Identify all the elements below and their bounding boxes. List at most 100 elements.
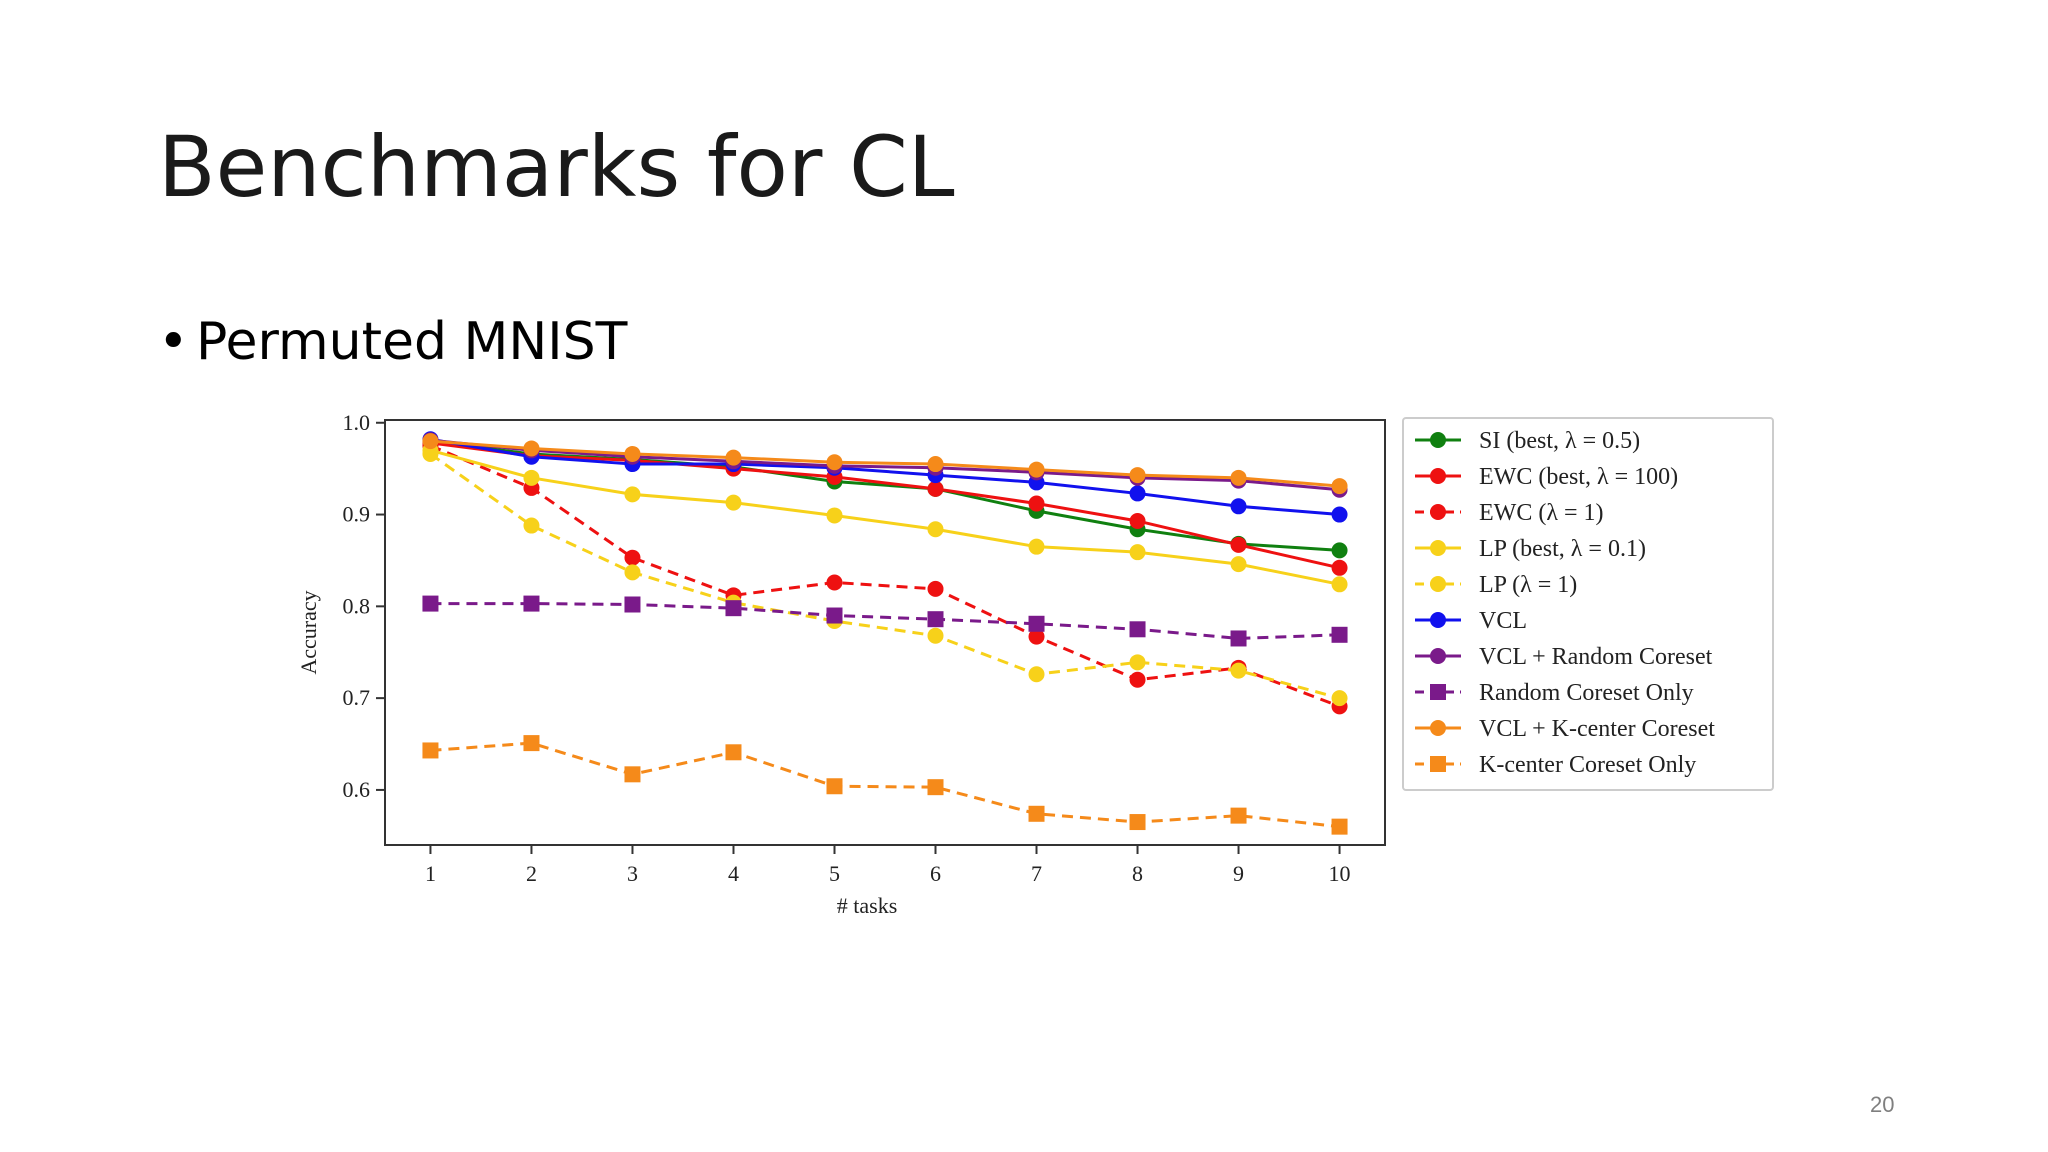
x-tick-label: 1 <box>425 861 436 886</box>
legend-entry: LP (λ = 1) <box>1415 572 1577 598</box>
y-tick-label: 1.0 <box>343 410 371 435</box>
data-point <box>826 574 843 591</box>
legend-entry: LP (best, λ = 0.1) <box>1415 536 1646 562</box>
y-tick-label: 0.7 <box>343 685 371 710</box>
bullet-text: Permuted MNIST <box>196 312 628 372</box>
data-point <box>927 456 944 473</box>
data-point <box>725 449 742 466</box>
x-tick-label: 2 <box>526 861 537 886</box>
data-point <box>1129 485 1146 502</box>
data-point <box>624 766 641 783</box>
series-line <box>429 444 1341 708</box>
data-point <box>422 595 439 612</box>
legend-marker <box>1430 576 1446 592</box>
data-point <box>523 469 540 486</box>
x-tick-label: 6 <box>930 861 941 886</box>
series-line <box>430 441 1340 570</box>
data-point <box>1129 654 1146 671</box>
data-point <box>1331 690 1348 707</box>
legend-marker <box>1430 648 1446 664</box>
legend-entry: EWC (λ = 1) <box>1415 500 1603 526</box>
x-tick-label: 4 <box>728 861 739 886</box>
legend-label: VCL <box>1479 608 1527 634</box>
y-tick-label: 0.8 <box>343 593 371 618</box>
legend-marker <box>1430 720 1446 736</box>
data-point <box>1331 576 1348 593</box>
data-point <box>725 600 742 617</box>
data-point <box>927 580 944 597</box>
legend-label: VCL + K-center Coreset <box>1479 716 1715 742</box>
slide-title: Benchmarks for CL <box>158 118 955 216</box>
data-point <box>523 735 540 752</box>
legend-marker <box>1430 756 1446 772</box>
legend-marker <box>1430 540 1446 556</box>
bullet-item: • Permuted MNIST <box>158 312 627 372</box>
series <box>422 595 1348 647</box>
data-point <box>1331 506 1348 523</box>
legend-label: LP (best, λ = 0.1) <box>1479 536 1646 562</box>
data-point <box>1129 814 1146 831</box>
x-tick-label: 3 <box>627 861 638 886</box>
data-point <box>523 595 540 612</box>
data-point <box>1028 628 1045 645</box>
bullet-marker: • <box>158 312 189 372</box>
data-point <box>422 433 439 450</box>
data-point <box>1230 498 1247 515</box>
legend-label: EWC (λ = 1) <box>1479 500 1603 526</box>
data-point <box>624 445 641 462</box>
data-point <box>1331 478 1348 495</box>
series-line <box>430 439 1340 488</box>
data-point <box>1129 467 1146 484</box>
series-line <box>430 602 1340 640</box>
legend-marker <box>1430 504 1446 520</box>
y-tick-label: 0.9 <box>343 502 371 527</box>
legend-marker <box>1430 684 1446 700</box>
data-point <box>1129 621 1146 638</box>
x-tick-label: 9 <box>1233 861 1244 886</box>
data-point <box>1028 805 1045 822</box>
data-point <box>1230 807 1247 824</box>
data-point <box>1129 512 1146 529</box>
data-point <box>1331 626 1348 643</box>
data-point <box>826 507 843 524</box>
legend-label: LP (λ = 1) <box>1479 572 1577 598</box>
data-point <box>826 778 843 795</box>
series-line <box>430 437 1340 517</box>
legend-entry: VCL + Random Coreset <box>1415 644 1713 670</box>
data-point <box>1230 469 1247 486</box>
legend-marker <box>1430 468 1446 484</box>
data-point <box>826 454 843 471</box>
legend-marker <box>1430 432 1446 448</box>
series-line <box>430 741 1340 829</box>
data-point <box>624 549 641 566</box>
data-point <box>523 440 540 457</box>
legend-frame <box>1402 417 1774 791</box>
legend-entry: VCL + K-center Coreset <box>1415 716 1715 742</box>
data-point <box>927 627 944 644</box>
data-point <box>826 607 843 624</box>
legend-label: EWC (best, λ = 100) <box>1479 464 1678 490</box>
data-point <box>927 611 944 628</box>
series <box>422 433 1348 495</box>
plot-frame <box>384 419 1386 846</box>
series <box>422 735 1348 835</box>
legend-label: VCL + Random Coreset <box>1479 644 1713 670</box>
legend-entry: SI (best, λ = 0.5) <box>1415 428 1640 454</box>
accuracy-line-chart: 0.6 0.7 0.8 0.9 1.0 1 2 3 4 5 6 7 8 9 10 Accuracy # task… <box>296 410 1774 918</box>
legend-label: SI (best, λ = 0.5) <box>1479 428 1640 454</box>
data-point <box>927 521 944 538</box>
data-point <box>624 486 641 503</box>
x-tick-label: 7 <box>1031 861 1042 886</box>
data-point <box>1331 559 1348 576</box>
legend-entry: Random Coreset Only <box>1415 680 1694 706</box>
data-point <box>1129 671 1146 688</box>
data-point <box>1028 538 1045 555</box>
data-point <box>422 445 439 462</box>
data-point <box>624 596 641 613</box>
data-point <box>1028 666 1045 683</box>
series-line <box>430 448 1340 586</box>
data-point <box>523 517 540 534</box>
legend-entry: K-center Coreset Only <box>1415 752 1696 778</box>
legend-entry: VCL <box>1415 608 1527 634</box>
data-point <box>422 742 439 759</box>
